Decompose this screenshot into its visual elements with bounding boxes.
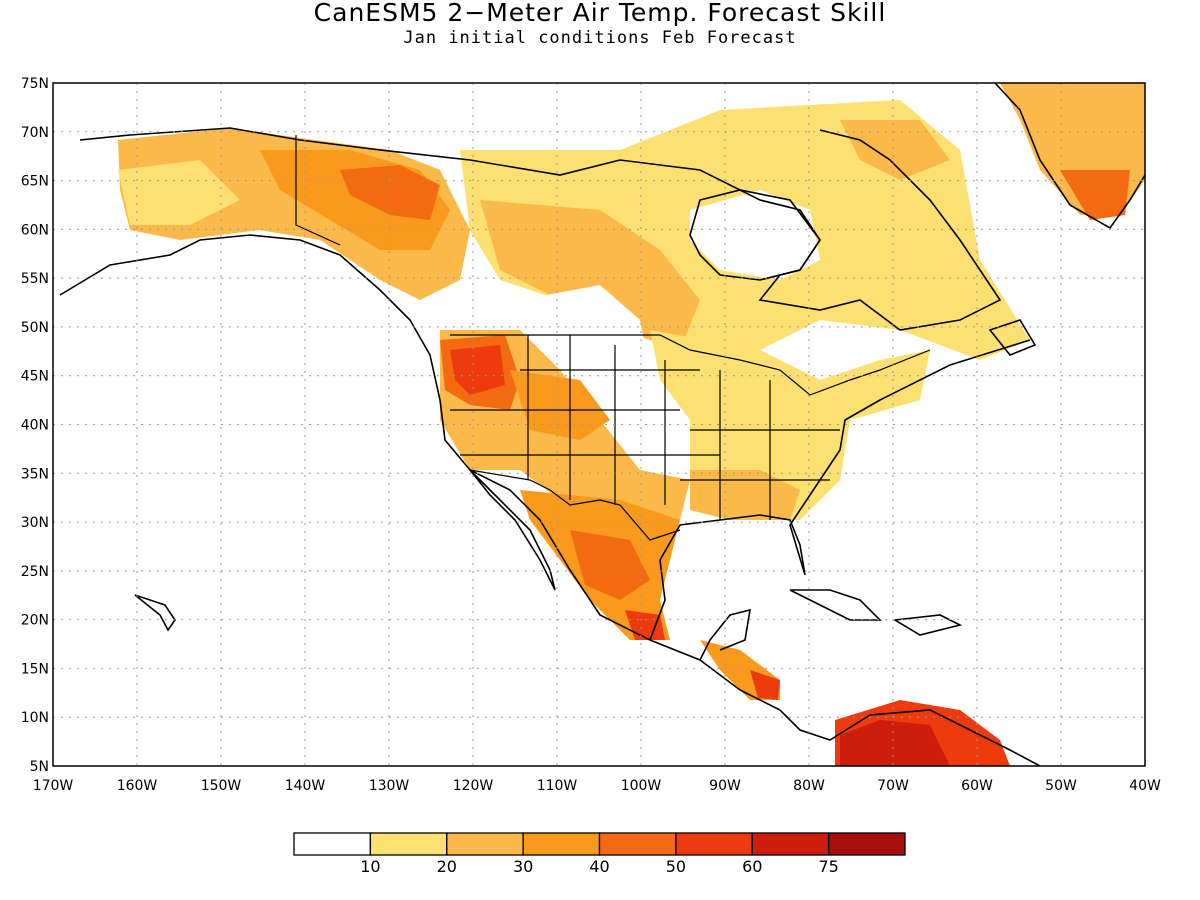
skill-region-south-america-core	[840, 720, 950, 766]
lon-label: 50W	[1045, 778, 1077, 794]
lon-label: 140W	[285, 778, 326, 794]
lat-label: 20N	[21, 613, 49, 629]
lat-label: 25N	[21, 564, 49, 580]
colorbar-swatch	[675, 832, 753, 856]
coastline-north-america	[59, 234, 1041, 766]
coastlines	[59, 83, 1145, 766]
lat-label: 60N	[21, 222, 49, 238]
grid-lines	[53, 83, 1145, 766]
latitude-labels: 75N 70N 65N 60N 55N 50N 45N 40N 35N 30N 25N 20N 15N 1…	[21, 76, 49, 775]
colorbar-label: 10	[360, 857, 380, 876]
border-states-horizontals	[450, 369, 840, 481]
lon-label: 70W	[877, 778, 909, 794]
skill-region-pacific-nw-core	[450, 345, 505, 395]
coastline-gulf	[649, 339, 1031, 641]
colorbar-swatch	[293, 832, 372, 856]
lon-label: 80W	[793, 778, 825, 794]
colorbar-label: 75	[818, 857, 838, 876]
lon-label: 170W	[33, 778, 74, 794]
lat-label: 10N	[21, 710, 49, 726]
skill-region-mexico-north	[570, 530, 650, 600]
lat-label: 55N	[21, 271, 49, 287]
coastline-hudson-bay	[689, 189, 821, 281]
colorbar-label: 40	[589, 857, 609, 876]
skill-region-great-basin	[510, 370, 610, 440]
lon-label: 150W	[201, 778, 242, 794]
skill-region-alaska-low	[118, 160, 240, 225]
skill-shading	[118, 83, 1145, 766]
lat-label: 40N	[21, 418, 49, 434]
lon-label: 60W	[961, 778, 993, 794]
lat-label: 65N	[21, 174, 49, 190]
colorbar: 10 20 30 40 50 60 75	[293, 832, 906, 876]
skill-region-quebec	[840, 120, 950, 180]
coastline-hispaniola	[892, 614, 963, 636]
colorbar-swatch	[827, 832, 906, 856]
coastline-yucatan	[699, 608, 751, 661]
lon-label: 110W	[537, 778, 578, 794]
colorbar-swatch	[369, 832, 448, 856]
colorbar-swatch	[446, 832, 524, 856]
lat-label: 50N	[21, 320, 49, 336]
colorbar-swatch	[598, 832, 677, 856]
colorbar-label: 60	[742, 857, 762, 876]
coastline-baja	[469, 469, 556, 591]
chart-subtitle: Jan initial conditions Feb Forecast	[403, 28, 797, 48]
skill-region-central-canada	[480, 200, 700, 350]
coastline-cuba	[789, 589, 882, 621]
skill-region-hudson-bay-low	[690, 190, 820, 280]
skill-region-central-america-core	[750, 670, 780, 700]
colorbar-label: 20	[437, 857, 457, 876]
lon-label: 120W	[453, 778, 494, 794]
lon-label: 160W	[117, 778, 158, 794]
political-borders	[295, 135, 931, 541]
lat-label: 30N	[21, 515, 49, 531]
skill-region-greenland-south	[1060, 170, 1130, 220]
lat-label: 15N	[21, 661, 49, 677]
skill-region-yukon-high	[340, 165, 440, 220]
colorbar-swatch	[751, 832, 830, 856]
border-us-canada	[450, 334, 931, 396]
chart-title: CanESM5 2−Meter Air Temp. Forecast Skill	[313, 0, 887, 27]
lat-label: 45N	[21, 369, 49, 385]
map-frame	[52, 82, 1146, 767]
lon-label: 90W	[709, 778, 741, 794]
longitude-labels: 170W 160W 150W 140W 130W 120W 110W 100W 90W 80W 70…	[33, 778, 1161, 794]
skill-region-plains-low	[520, 285, 690, 470]
coastline-hawaii	[134, 594, 176, 632]
lon-label: 130W	[369, 778, 410, 794]
coastline-newfoundland	[988, 319, 1037, 356]
border-alaska-canada	[295, 135, 341, 246]
colorbar-label: 50	[666, 857, 686, 876]
lon-label: 100W	[621, 778, 662, 794]
lat-label: 70N	[21, 125, 49, 141]
lat-label: 5N	[30, 759, 49, 775]
border-us-mexico	[469, 469, 681, 541]
lat-label: 35N	[21, 466, 49, 482]
colorbar-label: 30	[513, 857, 533, 876]
lon-label: 40W	[1129, 778, 1161, 794]
lat-label: 75N	[21, 76, 49, 92]
skill-region-southeast-us	[690, 470, 800, 520]
colorbar-swatch	[522, 832, 601, 856]
coastline-greenland	[994, 83, 1145, 230]
